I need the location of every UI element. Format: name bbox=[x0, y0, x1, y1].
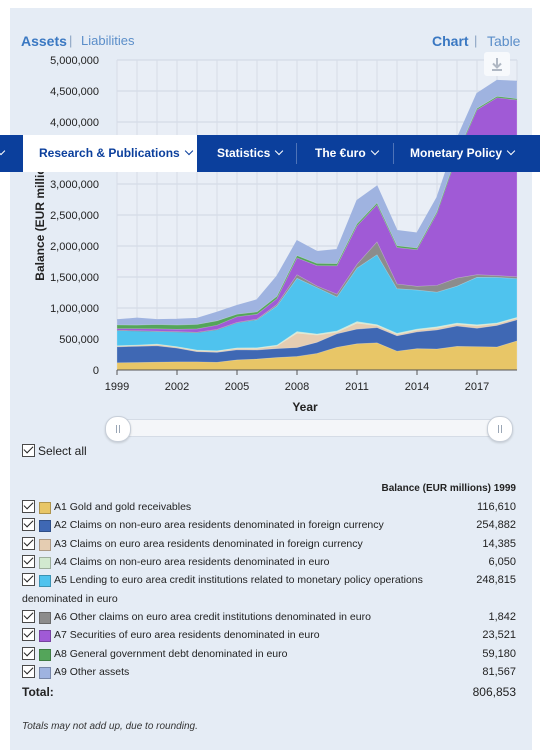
nav-item-label: The €uro bbox=[315, 146, 366, 160]
y-tick-label: 4,000,000 bbox=[50, 117, 99, 129]
y-tick-label: 500,000 bbox=[59, 334, 99, 346]
stacked-area-chart: 0 500,000 1,000,000 1,500,000 2,000,000 2,500… bbox=[33, 55, 518, 414]
row-checkbox-a2[interactable] bbox=[22, 518, 35, 531]
tab-chart[interactable]: Chart bbox=[432, 33, 469, 49]
download-icon bbox=[492, 58, 502, 71]
row-checkbox-a9[interactable] bbox=[22, 665, 35, 678]
row-label-a7: A7 Securities of euro area residents den… bbox=[54, 629, 320, 641]
y-tick-label: 5,000,000 bbox=[50, 55, 99, 67]
nav-item-label: Research & Publications bbox=[39, 146, 180, 160]
series-swatch-a3 bbox=[39, 539, 51, 551]
table-header: Balance (EUR millions) 1999 bbox=[381, 483, 517, 494]
series-swatch-a5 bbox=[39, 575, 51, 587]
row-label-continued-a5: denominated in euro bbox=[22, 593, 118, 605]
y-tick-label: 4,500,000 bbox=[50, 86, 99, 98]
view-separator: | bbox=[474, 33, 478, 48]
total-label: Total: bbox=[22, 685, 54, 699]
y-tick-label: 1,500,000 bbox=[50, 272, 99, 284]
y-tick-label: 0 bbox=[93, 365, 99, 377]
y-tick-label: 1,000,000 bbox=[50, 303, 99, 315]
row-checkbox-a7[interactable] bbox=[22, 628, 35, 641]
row-checkbox-a6[interactable] bbox=[22, 610, 35, 623]
tab-liabilities[interactable]: Liabilities bbox=[81, 33, 135, 48]
nav-item-label: Statistics bbox=[217, 146, 271, 160]
row-value-a6: 1,842 bbox=[488, 611, 516, 623]
tab-separator: | bbox=[69, 33, 73, 48]
row-value-a1: 116,610 bbox=[477, 501, 516, 513]
row-value-a7: 23,521 bbox=[482, 629, 516, 641]
row-checkbox-a4[interactable] bbox=[22, 555, 35, 568]
x-tick-label: 2005 bbox=[225, 381, 249, 393]
row-value-a3: 14,385 bbox=[482, 538, 516, 550]
x-tick-label: 2002 bbox=[165, 381, 189, 393]
row-label-a9: A9 Other assets bbox=[54, 666, 130, 678]
nav-item-monetary-policy[interactable]: Monetary Policy bbox=[410, 135, 516, 172]
series-swatch-a9 bbox=[39, 667, 51, 679]
total-value: 806,853 bbox=[472, 685, 516, 699]
select-all-checkbox[interactable] bbox=[22, 444, 35, 457]
row-value-a5: 248,815 bbox=[476, 574, 516, 586]
row-checkbox-a1[interactable] bbox=[22, 500, 35, 513]
series-swatch-a1 bbox=[39, 502, 51, 514]
row-label-a3: A3 Claims on euro area residents denomin… bbox=[54, 538, 363, 550]
x-tick-label: 2017 bbox=[465, 381, 489, 393]
nav-item-research[interactable]: Research & Publications bbox=[23, 135, 197, 172]
row-label-a6: A6 Other claims on euro area credit inst… bbox=[54, 611, 371, 623]
nav-divider bbox=[296, 143, 297, 164]
row-value-a8: 59,180 bbox=[482, 648, 516, 660]
chart-areas bbox=[116, 79, 518, 371]
row-label-a1: A1 Gold and gold receivables bbox=[54, 501, 192, 513]
x-tick-label: 1999 bbox=[105, 381, 129, 393]
row-label-a4: A4 Claims on non-euro area residents den… bbox=[54, 556, 330, 568]
nav-item-statistics[interactable]: Statistics bbox=[217, 135, 284, 172]
tab-table[interactable]: Table bbox=[487, 33, 521, 49]
row-value-a9: 81,567 bbox=[482, 666, 516, 678]
row-value-a2: 254,882 bbox=[476, 519, 516, 531]
footnote: Totals may not add up, due to rounding. bbox=[22, 721, 198, 732]
y-tick-label: 2,500,000 bbox=[50, 210, 99, 222]
series-swatch-a7 bbox=[39, 630, 51, 642]
row-label-a5: A5 Lending to euro area credit instituti… bbox=[54, 574, 423, 586]
chevron-down-icon bbox=[370, 146, 379, 156]
chevron-down-icon[interactable] bbox=[0, 146, 6, 156]
nav-item-label: Monetary Policy bbox=[410, 146, 503, 160]
x-tick-label: 2014 bbox=[405, 381, 429, 393]
y-axis-label: Balance (EUR millions) bbox=[33, 149, 47, 280]
x-tick-label: 2011 bbox=[345, 381, 369, 393]
chart-axes: 0 500,000 1,000,000 1,500,000 2,000,000 2,500… bbox=[33, 55, 517, 414]
series-swatch-a6 bbox=[39, 612, 51, 624]
nav-divider bbox=[393, 143, 394, 164]
row-checkbox-a8[interactable] bbox=[22, 647, 35, 660]
row-checkbox-a3[interactable] bbox=[22, 537, 35, 550]
chevron-down-icon bbox=[275, 146, 284, 156]
slider-handle-start[interactable] bbox=[105, 416, 131, 442]
chevron-down-icon bbox=[184, 146, 193, 156]
y-tick-label: 2,000,000 bbox=[50, 241, 99, 253]
nav-item-euro[interactable]: The €uro bbox=[315, 135, 379, 172]
series-swatch-a8 bbox=[39, 649, 51, 661]
year-range-slider[interactable] bbox=[105, 416, 513, 442]
slider-handle-end[interactable] bbox=[487, 416, 513, 442]
select-all-label: Select all bbox=[38, 444, 87, 458]
row-label-a8: A8 General government debt denominated i… bbox=[54, 648, 288, 660]
row-checkbox-a5[interactable] bbox=[22, 573, 35, 586]
row-label-a2: A2 Claims on non-euro area residents den… bbox=[54, 519, 384, 531]
x-axis-label: Year bbox=[292, 400, 318, 414]
x-tick-label: 2008 bbox=[285, 381, 309, 393]
chevron-down-icon bbox=[506, 146, 516, 156]
y-tick-label: 3,000,000 bbox=[50, 179, 99, 191]
row-value-a4: 6,050 bbox=[488, 556, 516, 568]
series-swatch-a2 bbox=[39, 520, 51, 532]
main-navigation: Research & Publications Statistics The €… bbox=[0, 135, 540, 172]
tab-assets[interactable]: Assets bbox=[21, 33, 67, 49]
download-button[interactable] bbox=[484, 52, 510, 76]
series-swatch-a4 bbox=[39, 557, 51, 569]
